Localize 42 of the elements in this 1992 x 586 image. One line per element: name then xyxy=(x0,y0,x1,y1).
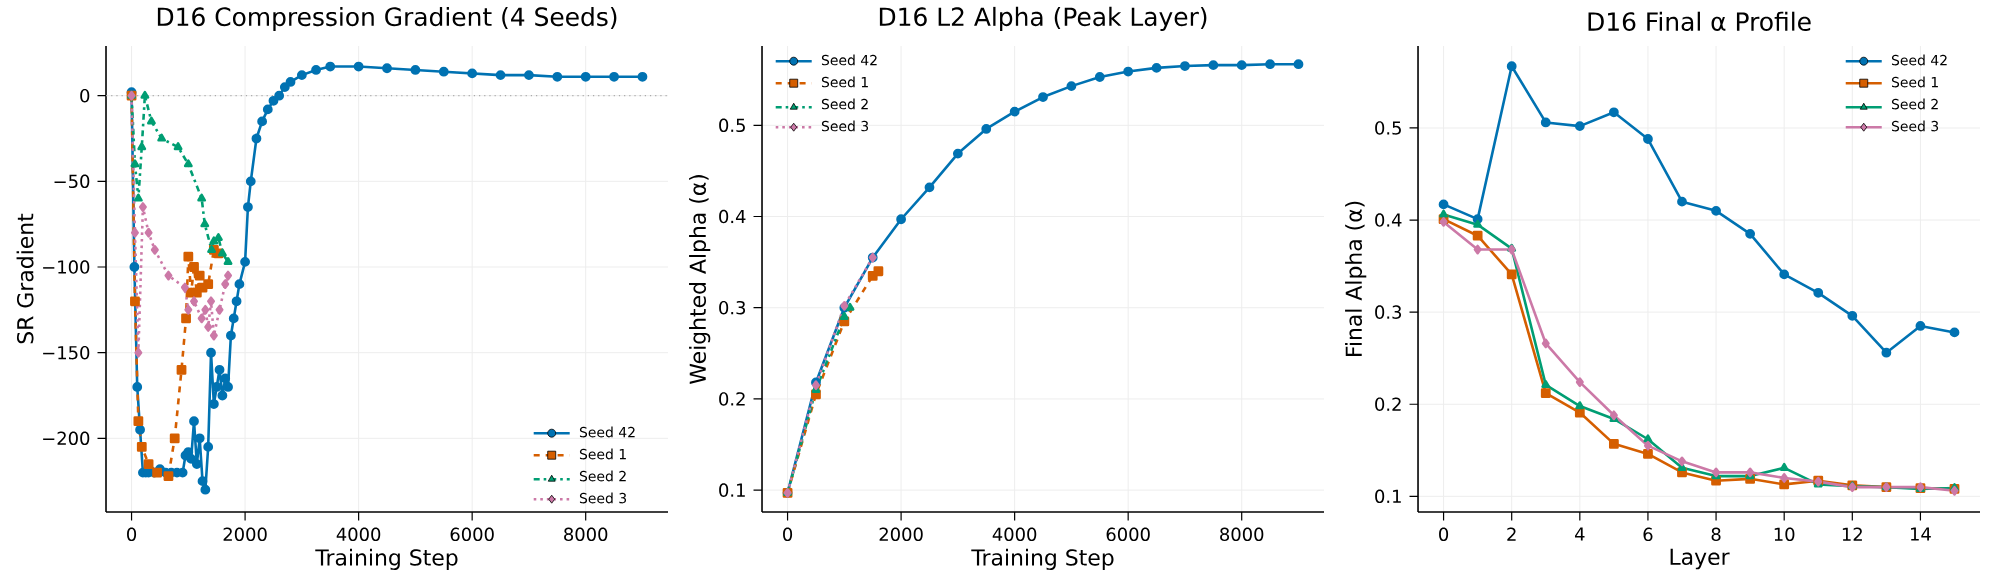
y-tick-label: 0.5 xyxy=(719,118,745,133)
y-tick-label: 0.4 xyxy=(1375,213,1402,227)
y-tick-label: −100 xyxy=(43,260,90,274)
x-tick-label: 2000 xyxy=(879,527,923,542)
chart-title: D16 Compression Gradient (4 Seeds) xyxy=(157,6,617,31)
y-axis-title: Weighted Alpha (α) xyxy=(689,175,711,385)
x-tick-label: 6000 xyxy=(450,527,494,542)
x-tick-label: 8000 xyxy=(1220,527,1264,542)
x-tick-label: 2000 xyxy=(223,527,267,542)
x-axis-title: Layer xyxy=(1670,548,1730,570)
chart-title: D16 L2 Alpha (Peak Layer) xyxy=(879,6,1207,31)
y-axis-title: Final Alpha (α) xyxy=(1345,201,1367,356)
x-tick-label: 12 xyxy=(1842,527,1862,541)
x-tick-label: 8000 xyxy=(564,527,608,542)
y-tick-label: 0 xyxy=(80,88,90,103)
x-axis-title: Training Step xyxy=(315,548,458,570)
y-tick-label: 0.1 xyxy=(719,483,745,497)
y-tick-label: 0.3 xyxy=(1375,305,1402,319)
x-tick-label: 6 xyxy=(1643,527,1653,542)
x-tick-label: 4000 xyxy=(992,527,1037,542)
x-tick-label: 4 xyxy=(1574,527,1585,541)
x-tick-label: 10 xyxy=(1774,527,1795,542)
y-tick-label: −200 xyxy=(43,431,90,446)
x-tick-label: 2 xyxy=(1507,527,1516,541)
y-tick-label: 0.2 xyxy=(719,392,745,406)
y-tick-label: 0.1 xyxy=(1375,489,1401,504)
x-tick-label: 4000 xyxy=(336,527,381,542)
y-tick-label: 0.2 xyxy=(1375,397,1401,412)
x-axis-title: Training Step xyxy=(971,548,1114,570)
x-tick-label: 0 xyxy=(127,527,137,542)
x-tick-label: 0 xyxy=(1439,527,1449,542)
x-tick-label: 6000 xyxy=(1106,527,1150,542)
y-tick-label: 0.3 xyxy=(719,300,746,315)
y-tick-label: −150 xyxy=(43,345,90,360)
x-tick-label: 14 xyxy=(1910,527,1931,541)
y-axis-title: SR Gradient xyxy=(16,213,34,344)
y-tick-label: 0.5 xyxy=(1375,121,1401,135)
chart-title: D16 Final α Profile xyxy=(1588,11,1811,31)
y-tick-label: −50 xyxy=(54,174,90,189)
x-tick-label: 0 xyxy=(783,527,793,542)
y-tick-label: 0.4 xyxy=(719,209,746,224)
x-tick-label: 8 xyxy=(1711,527,1721,542)
